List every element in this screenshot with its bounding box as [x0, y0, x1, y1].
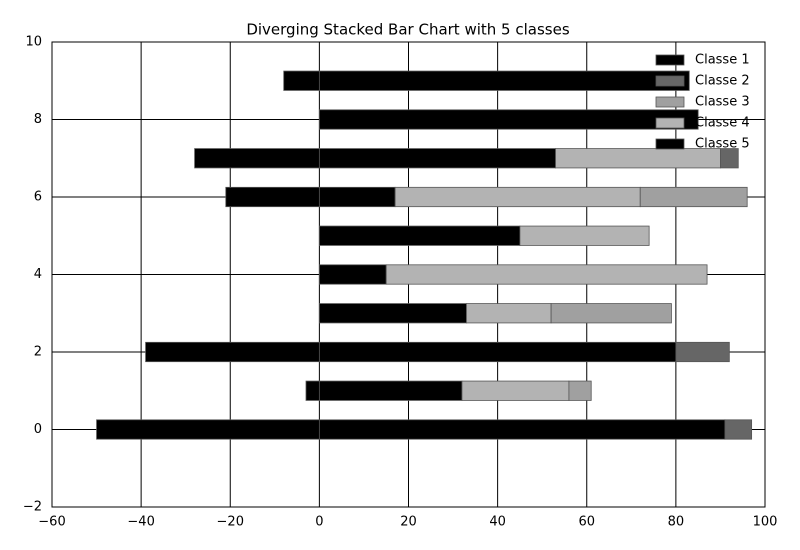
legend-swatch: [655, 96, 685, 108]
bar-segment: [519, 225, 650, 246]
y-tick-label: 4: [34, 267, 42, 282]
x-tick-label: −20: [217, 515, 244, 530]
x-tick-label: 40: [489, 515, 506, 530]
x-tick-label: 60: [578, 515, 595, 530]
bar-segment: [225, 186, 320, 208]
bar-segment: [720, 148, 739, 169]
legend-label: Classe 4: [695, 116, 750, 131]
bar-segment: [318, 225, 521, 246]
bar-segment: [568, 380, 592, 401]
bar-segment: [318, 109, 699, 130]
legend-label: Classe 3: [695, 95, 750, 110]
x-tick-label: 80: [668, 515, 685, 530]
legend-swatch: [655, 138, 685, 150]
y-tick-label: 6: [34, 190, 42, 205]
x-tick-label: −60: [38, 515, 65, 530]
y-tick-label: 2: [34, 345, 42, 360]
y-tick-label: 0: [34, 422, 42, 437]
legend-swatch: [655, 117, 685, 129]
bar-segment: [318, 186, 396, 208]
bar-segment: [318, 303, 467, 324]
x-tick-label: 20: [400, 515, 417, 530]
bar-segment: [145, 341, 320, 363]
bar-segment: [318, 419, 726, 440]
bar-segment: [466, 303, 552, 324]
plot-frame: [51, 41, 766, 508]
chart-title: Diverging Stacked Bar Chart with 5 class…: [246, 21, 569, 39]
bar-segment: [675, 341, 730, 363]
x-tick-label: 0: [315, 515, 323, 530]
y-tick-label: 10: [25, 35, 42, 50]
bar-segment: [385, 264, 708, 285]
bar-segment: [318, 264, 387, 285]
legend-swatch: [655, 75, 685, 87]
legend-label: Classe 5: [695, 137, 750, 152]
bar-segment: [283, 70, 320, 91]
x-tick-label: −40: [127, 515, 154, 530]
bar-segment: [724, 419, 753, 440]
legend-swatch: [655, 54, 685, 66]
bar-segment: [550, 303, 672, 324]
bar-segment: [394, 186, 641, 208]
x-tick-label: 100: [753, 515, 778, 530]
legend-label: Classe 2: [695, 74, 750, 89]
bar-segment: [318, 380, 463, 401]
bar-segment: [194, 148, 320, 169]
bar-segment: [639, 186, 748, 208]
bar-segment: [461, 380, 570, 401]
bar-segment: [318, 341, 677, 363]
bar-segment: [318, 70, 690, 91]
bar-segment: [318, 148, 556, 169]
bar-segment: [305, 380, 320, 401]
y-tick-label: −2: [23, 500, 42, 515]
bar-segment: [96, 419, 320, 440]
legend-label: Classe 1: [695, 53, 750, 68]
y-tick-label: 8: [34, 112, 42, 127]
